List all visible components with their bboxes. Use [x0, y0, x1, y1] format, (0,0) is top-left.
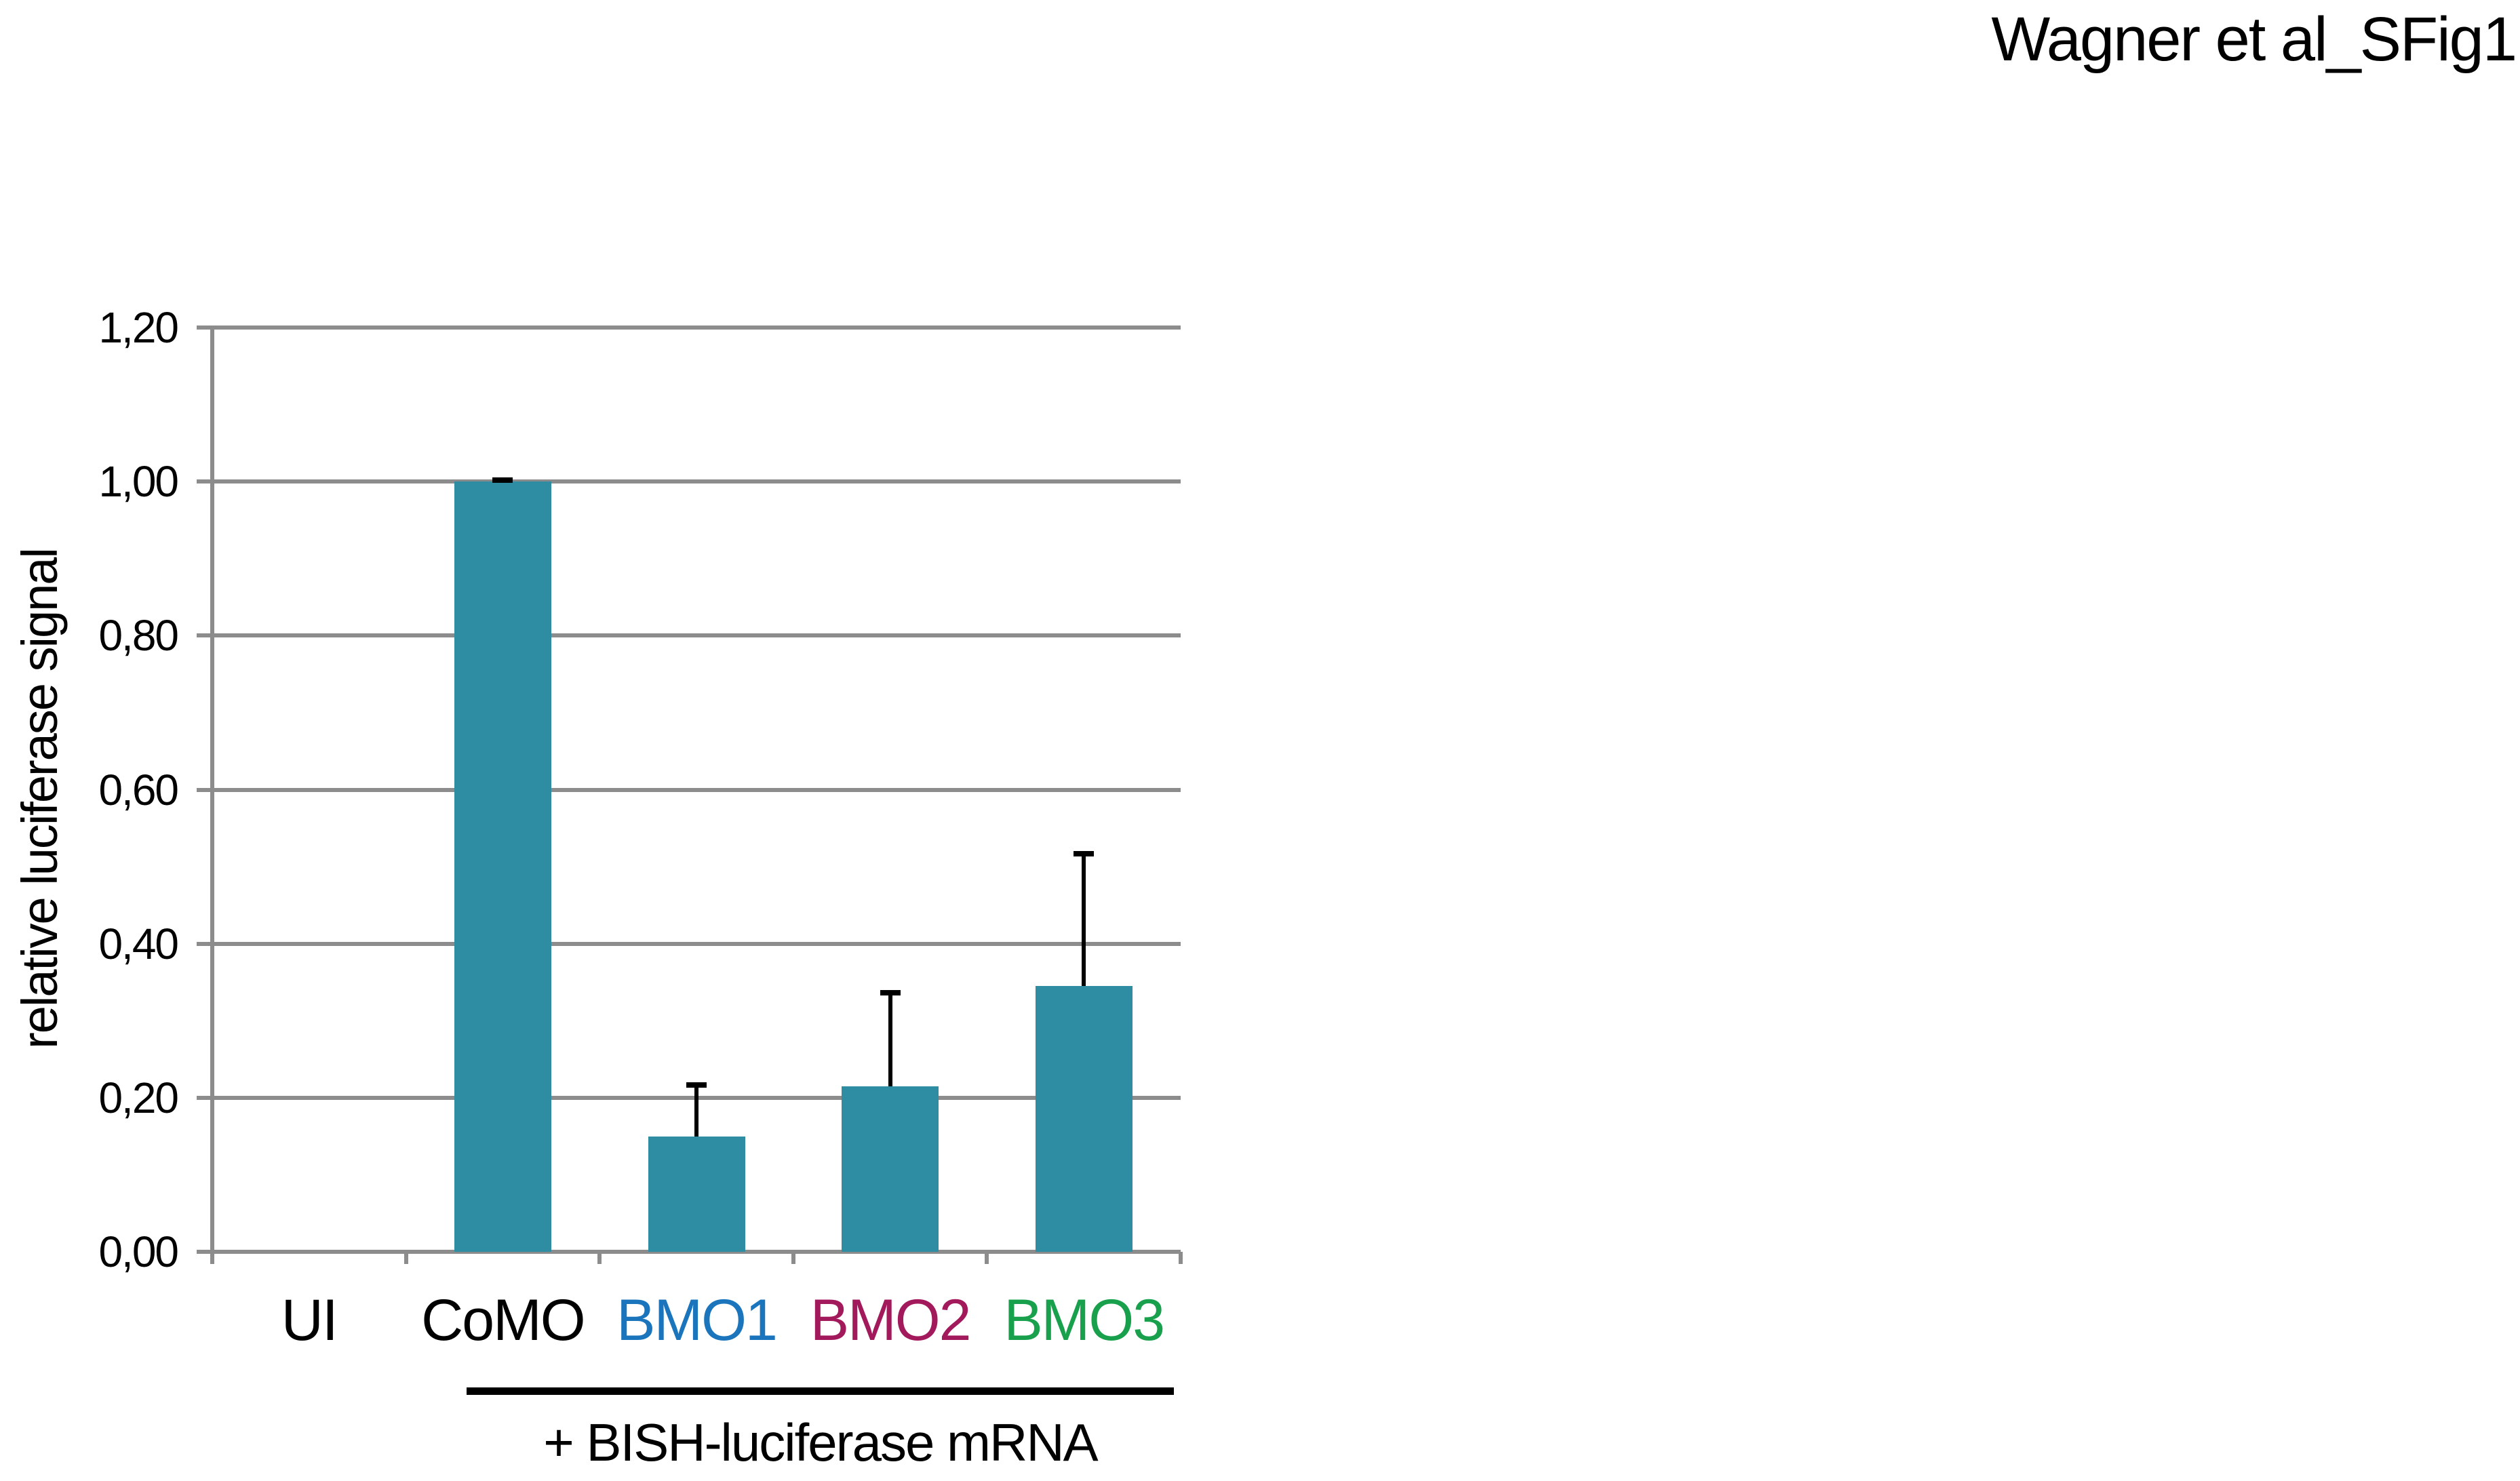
x-tick-label-como: CoMO	[421, 1288, 585, 1353]
error-bar-stem	[694, 1088, 698, 1137]
error-bar-stem	[1082, 856, 1086, 987]
x-axis-tick	[597, 1252, 602, 1264]
error-bar-cap	[492, 477, 513, 483]
x-axis-tick	[985, 1252, 989, 1264]
y-tick-label: 0,40	[98, 919, 179, 968]
x-axis-tick	[210, 1252, 214, 1264]
error-bar-cap	[686, 1082, 707, 1088]
y-tick-label: 0,80	[98, 611, 179, 660]
bar-como	[454, 481, 551, 1252]
x-axis-tick	[1179, 1252, 1183, 1264]
bar-bmo3	[1035, 986, 1133, 1252]
y-tick-label: 0,00	[98, 1227, 179, 1276]
y-tick-label: 0,60	[98, 765, 179, 814]
bar-bmo1	[648, 1136, 745, 1252]
y-tick-label: 1,00	[98, 457, 179, 507]
y-gridline	[197, 941, 1181, 946]
error-bar-stem	[888, 995, 892, 1086]
y-tick-label: 1,20	[98, 303, 179, 352]
group-annotation-label: + BISH-luciferase mRNA	[543, 1413, 1098, 1472]
x-axis-tick	[791, 1252, 795, 1264]
y-gridline	[197, 479, 1181, 484]
error-bar-cap	[1074, 851, 1095, 857]
figure-title: Wagner et al_SFig1	[1991, 5, 2517, 74]
x-axis-tick	[403, 1252, 408, 1264]
y-gridline	[197, 1095, 1181, 1100]
y-gridline	[197, 787, 1181, 792]
x-tick-label-bmo2: BMO2	[810, 1288, 972, 1353]
bar-bmo2	[842, 1086, 939, 1252]
error-bar-cap	[880, 989, 901, 995]
y-gridline	[197, 633, 1181, 638]
group-bracket-line	[467, 1387, 1174, 1395]
x-tick-label-bmo3: BMO3	[1004, 1288, 1165, 1353]
x-tick-label-ui: UI	[281, 1288, 338, 1353]
y-axis-line	[210, 325, 214, 1263]
x-tick-label-bmo1: BMO1	[616, 1288, 778, 1353]
y-tick-label: 0,20	[98, 1073, 179, 1122]
y-gridline	[197, 1250, 1181, 1254]
y-gridline	[197, 325, 1181, 330]
